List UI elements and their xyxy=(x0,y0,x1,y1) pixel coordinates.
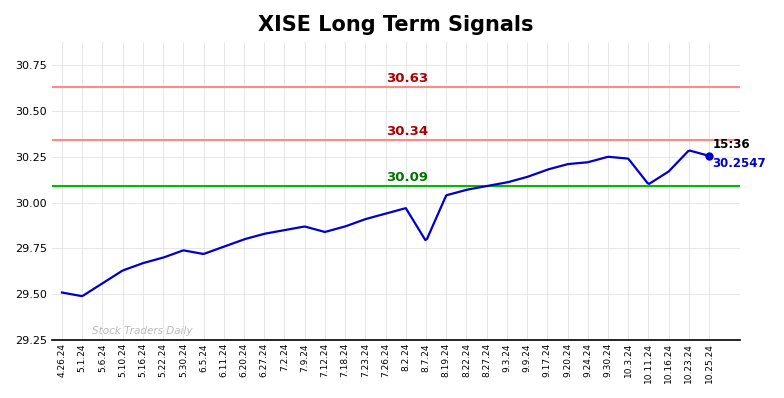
Text: 30.34: 30.34 xyxy=(386,125,428,138)
Title: XISE Long Term Signals: XISE Long Term Signals xyxy=(258,15,533,35)
Text: Stock Traders Daily: Stock Traders Daily xyxy=(93,326,193,336)
Text: 30.63: 30.63 xyxy=(386,72,428,85)
Text: 15:36: 15:36 xyxy=(712,139,750,151)
Text: 30.09: 30.09 xyxy=(386,171,427,184)
Text: 30.2547: 30.2547 xyxy=(712,157,766,170)
